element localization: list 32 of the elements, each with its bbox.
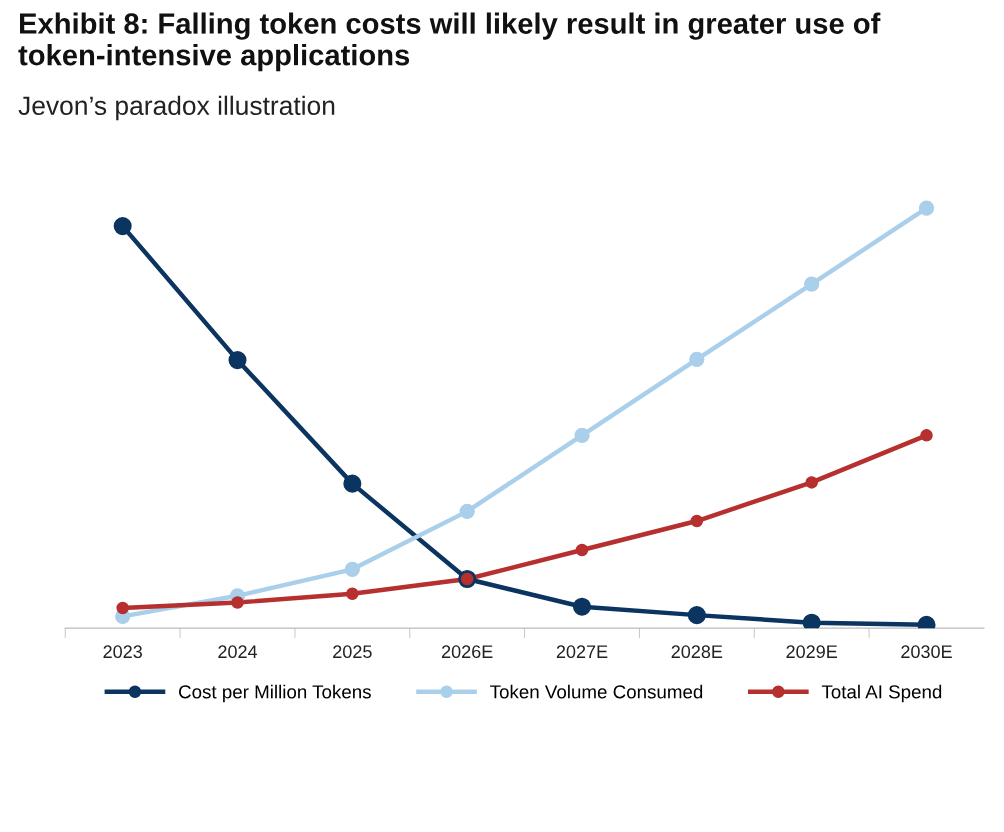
x-tick-label: 2030E <box>901 645 952 659</box>
chart-title: Exhibit 8: Falling token costs will likely result in greater use of token-intensive applications <box>18 12 881 72</box>
point <box>689 351 705 367</box>
point <box>918 200 935 216</box>
point <box>231 596 244 609</box>
point <box>690 514 704 528</box>
point <box>687 606 706 625</box>
point <box>572 597 592 616</box>
x-tick-label: 2029E <box>786 645 837 659</box>
x-tick-label: 2026E <box>441 645 493 659</box>
point <box>574 427 590 443</box>
x-tick-label: 2025 <box>333 645 372 659</box>
point <box>346 587 359 600</box>
point <box>805 476 818 489</box>
point <box>343 474 362 493</box>
point <box>802 613 821 629</box>
point <box>459 503 475 520</box>
x-tick-label: 2023 <box>103 645 142 659</box>
x-tick-label: 2027E <box>556 645 608 659</box>
point <box>575 543 589 557</box>
legend-label: Cost per Million Tokens <box>179 684 371 703</box>
point <box>228 351 247 370</box>
point <box>113 217 132 236</box>
legend-label: Token Volume Consumed <box>490 684 703 699</box>
point <box>344 561 360 577</box>
chart-subtitle: Jevon’s paradox illustration <box>18 95 335 121</box>
x-tick-label: 2028E <box>671 645 723 659</box>
point <box>804 276 820 292</box>
point <box>920 429 933 442</box>
x-tick-label: 2024 <box>218 645 258 659</box>
legend-label: Total AI Spend <box>821 684 942 703</box>
point <box>116 601 129 615</box>
